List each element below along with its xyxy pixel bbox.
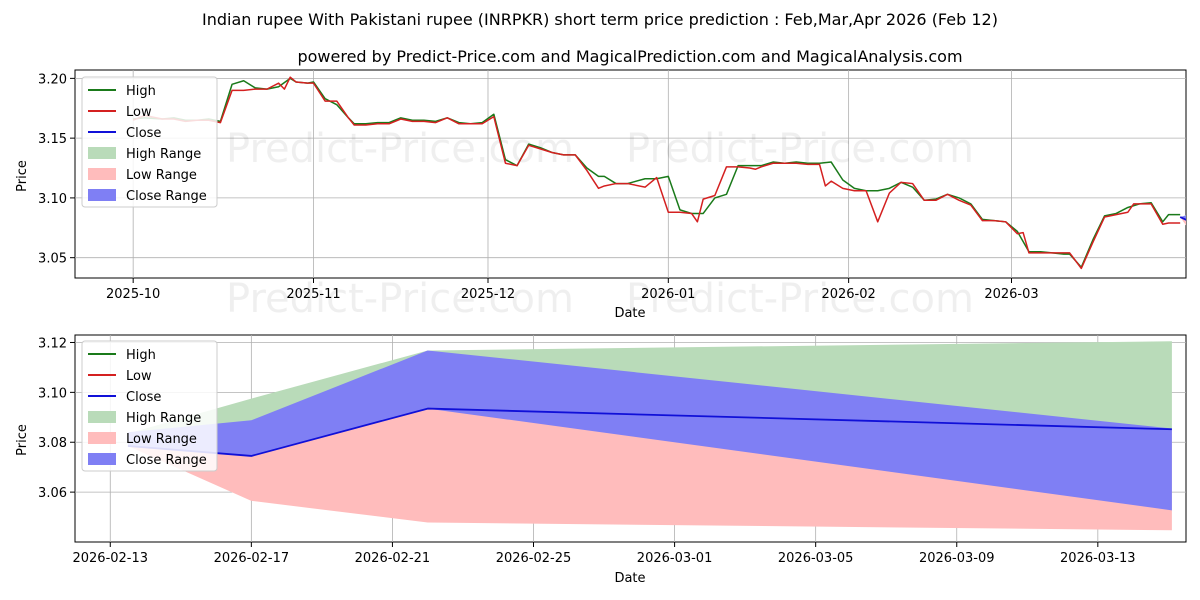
y-tick-label: 3.10 — [38, 192, 67, 207]
bottom-y-axis-label: Price — [15, 424, 30, 456]
bottom-panel: Predict-Price.com Predict-Price.com 2026… — [15, 334, 1187, 586]
x-tick-label: 2026-01 — [641, 287, 695, 302]
x-tick-label: 2026-03-13 — [1060, 551, 1136, 566]
legend-label: Low Range — [126, 168, 197, 183]
bottom-plot-frame — [74, 334, 1187, 543]
top-y-axis-label: Price — [15, 160, 30, 192]
x-tick-label: 2026-02 — [821, 287, 875, 302]
top-plot-frame — [74, 69, 1187, 279]
x-tick-label: 2025-10 — [106, 287, 160, 302]
y-tick-label: 3.10 — [38, 386, 67, 401]
legend-label: Close Range — [126, 189, 207, 204]
x-tick-label: 2026-02-21 — [355, 551, 431, 566]
legend-label: High Range — [126, 411, 201, 426]
legend-label: High — [126, 84, 156, 99]
legend-label: Close — [126, 390, 161, 405]
close-range-band — [127, 350, 1172, 511]
high-series-line — [133, 77, 1181, 268]
top-panel: Predict-Price.com Predict-Price.com Pred… — [15, 69, 1187, 322]
top-x-axis-label: Date — [614, 306, 645, 321]
legend-swatch-high-range — [88, 147, 116, 159]
watermark: Predict-Price.com — [226, 126, 574, 172]
x-tick-label: 2026-03-01 — [637, 551, 713, 566]
legend-label: Close Range — [126, 453, 207, 468]
legend-label: Close — [126, 126, 161, 141]
top-series-group — [132, 76, 1186, 270]
legend-label: Low — [126, 105, 152, 120]
top-legend: High Low Close High Range Low Range Close Ran… — [81, 76, 218, 208]
top-marks — [132, 76, 1186, 270]
legend-swatch-close-range — [88, 453, 116, 465]
chart-subtitle: powered by Predict-Price.com and Magical… — [297, 47, 962, 66]
x-tick-label: 2025-12 — [461, 287, 515, 302]
watermark: Predict-Price.com — [626, 276, 974, 322]
bottom-legend: High Low Close High Range Low Range Close Ran… — [81, 340, 218, 472]
legend-swatch-high-range — [88, 411, 116, 423]
legend-swatch-low-range — [88, 168, 116, 180]
legend-label: High — [126, 348, 156, 363]
chart-title: Indian rupee With Pakistani rupee (INRPK… — [202, 10, 998, 29]
watermark: Predict-Price.com — [626, 126, 974, 172]
low-series-line — [132, 76, 1181, 270]
legend-label: High Range — [126, 147, 201, 162]
x-tick-label: 2026-03 — [984, 287, 1038, 302]
x-tick-label: 2026-02-13 — [72, 551, 148, 566]
watermark: Predict-Price.com — [226, 276, 574, 322]
low-range-band — [1180, 217, 1186, 226]
bottom-ticks: 2026-02-13 2026-02-17 2026-02-21 2026-02-25… — [38, 336, 1136, 566]
y-tick-label: 3.12 — [38, 336, 67, 351]
y-tick-label: 3.15 — [38, 132, 67, 147]
y-tick-label: 3.05 — [38, 252, 67, 267]
y-tick-label: 3.20 — [38, 72, 67, 87]
bottom-series-group — [127, 341, 1172, 531]
x-tick-label: 2026-02-25 — [496, 551, 572, 566]
bottom-marks — [127, 341, 1172, 531]
close-range-band — [1180, 215, 1186, 221]
legend-swatch-close-range — [88, 189, 116, 201]
top-grid — [75, 70, 1186, 278]
x-tick-label: 2026-03-05 — [778, 551, 854, 566]
legend-swatch-low-range — [88, 432, 116, 444]
x-tick-label: 2025-11 — [286, 287, 340, 302]
y-tick-label: 3.06 — [38, 486, 67, 501]
y-tick-label: 3.08 — [38, 436, 67, 451]
legend-label: Low — [126, 369, 152, 384]
legend-label: Low Range — [126, 432, 197, 447]
x-tick-label: 2026-02-17 — [214, 551, 290, 566]
bottom-x-axis-label: Date — [614, 571, 645, 586]
x-tick-label: 2026-03-09 — [919, 551, 995, 566]
top-ticks: 2025-10 2025-11 2025-12 2026-01 2026-02 2026-… — [38, 72, 1039, 302]
